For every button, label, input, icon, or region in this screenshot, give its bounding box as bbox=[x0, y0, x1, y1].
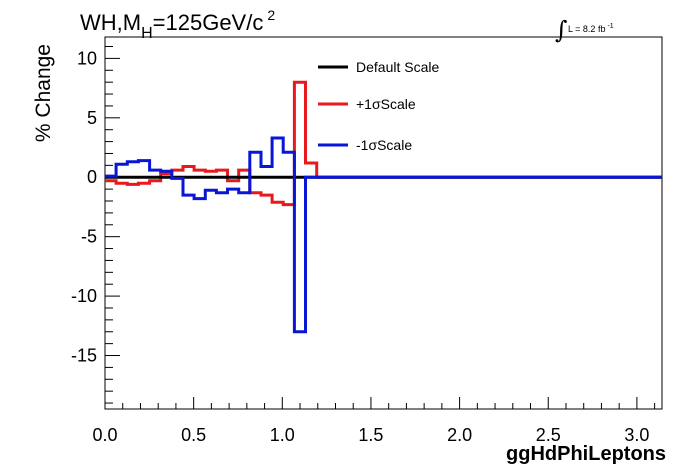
lumi-label: L = 8.2 fb -1 bbox=[568, 23, 614, 34]
x-tick-label: 0.5 bbox=[181, 425, 206, 445]
plot-frame bbox=[104, 36, 663, 410]
legend-label-default: Default Scale bbox=[356, 59, 439, 75]
series-line-2 bbox=[105, 136, 662, 334]
x-tick-label: 1.0 bbox=[270, 425, 295, 445]
x-tick-label: 3.0 bbox=[624, 425, 649, 445]
chart-title-sub: H bbox=[141, 25, 153, 42]
y-tick-label: -5 bbox=[81, 227, 97, 247]
x-axis-tick-labels: 0.0 0.5 1.0 1.5 2.0 2.5 3.0 bbox=[92, 425, 649, 445]
x-tick-label: 2.0 bbox=[447, 425, 472, 445]
x-axis-title: ggHdPhiLeptons bbox=[506, 443, 666, 465]
y-tick-label: 5 bbox=[87, 108, 97, 128]
legend: Default Scale +1σScale -1σScale bbox=[318, 59, 439, 153]
legend-label-plus1sigma: +1σScale bbox=[356, 96, 416, 112]
y-tick-label: -10 bbox=[71, 286, 97, 306]
x-axis-ticks bbox=[104, 397, 656, 409]
series-layer bbox=[105, 80, 662, 334]
integral-symbol: ∫ bbox=[555, 16, 568, 44]
x-tick-label: 0.0 bbox=[92, 425, 117, 445]
chart-title-main: WH,M bbox=[80, 10, 141, 35]
x-tick-label: 2.5 bbox=[536, 425, 561, 445]
y-axis-title: % Change bbox=[32, 44, 55, 142]
y-axis-ticks bbox=[105, 46, 120, 404]
legend-label-minus1sigma: -1σScale bbox=[356, 137, 412, 153]
chart-title-rest: =125GeV/c bbox=[153, 10, 264, 35]
chart-title: WH,MH=125GeV/c 2 bbox=[80, 7, 275, 42]
y-tick-label: -15 bbox=[71, 346, 97, 366]
lumi-label-sup: -1 bbox=[607, 23, 613, 30]
y-tick-label: 10 bbox=[77, 48, 97, 68]
y-axis-tick-labels: 10 5 0 -5 -10 -15 bbox=[71, 48, 97, 365]
chart-title-sup: 2 bbox=[267, 7, 275, 23]
lumi-label-text: L = 8.2 fb bbox=[568, 24, 605, 34]
x-tick-label: 1.5 bbox=[358, 425, 383, 445]
y-tick-label: 0 bbox=[87, 167, 97, 187]
